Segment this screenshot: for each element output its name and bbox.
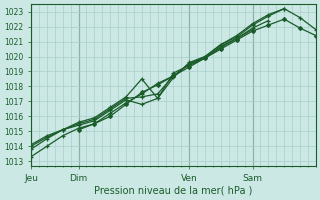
- X-axis label: Pression niveau de la mer( hPa ): Pression niveau de la mer( hPa ): [94, 186, 252, 196]
